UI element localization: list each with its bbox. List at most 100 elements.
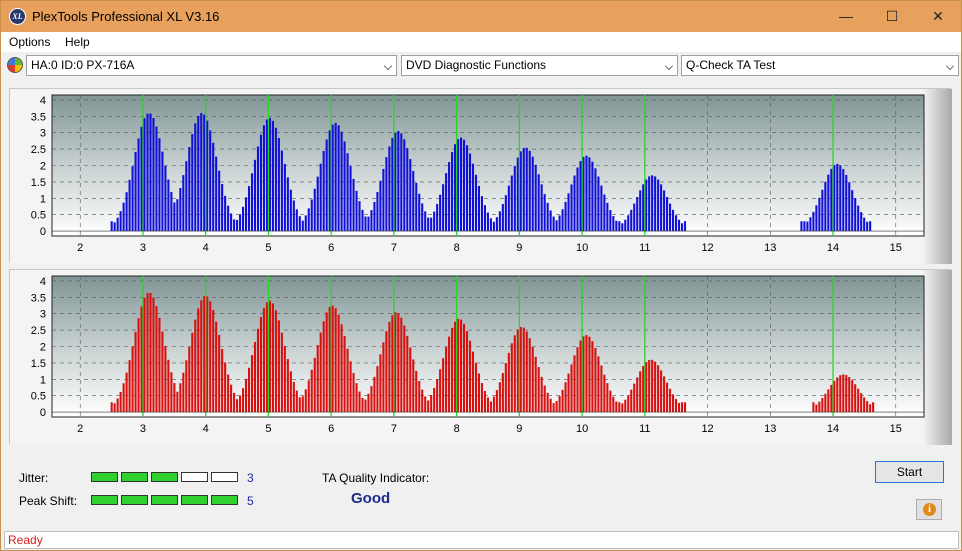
histogram-bar — [642, 366, 645, 413]
histogram-bar — [295, 209, 298, 232]
histogram-bar — [433, 387, 436, 413]
drive-select[interactable]: HA:0 ID:0 PX-716A — [26, 55, 397, 76]
jitter-value: 3 — [247, 471, 254, 485]
histogram-bar — [331, 305, 334, 413]
y-tick-label: 4 — [40, 95, 46, 107]
meter-segment — [91, 495, 118, 505]
histogram-bar — [573, 175, 576, 232]
peakshift-histogram-chart: 4 3.5 3 2.5 2 1.5 1 0.5 0 2 3 4 5 6 7 8 9 10 11 12 13 14 15 — [9, 269, 952, 445]
menu-help[interactable]: Help — [65, 35, 90, 49]
histogram-bar — [483, 205, 486, 232]
histogram-bar — [851, 380, 854, 413]
histogram-bar — [322, 321, 325, 413]
chevron-down-icon — [665, 62, 673, 70]
histogram-bar — [227, 374, 230, 413]
histogram-bar — [633, 203, 636, 232]
histogram-bar — [209, 130, 212, 232]
close-button[interactable]: ✕ — [932, 8, 944, 24]
chart-side-shade — [924, 89, 952, 264]
histogram-bar — [666, 382, 669, 413]
start-button[interactable]: Start — [875, 461, 944, 483]
info-button[interactable]: i — [916, 499, 942, 520]
histogram-bar — [277, 138, 280, 232]
histogram-bar — [576, 347, 579, 413]
x-tick-label: 6 — [328, 423, 334, 435]
histogram-bar — [113, 222, 116, 232]
histogram-bar — [597, 356, 600, 413]
histogram-bar — [250, 173, 254, 232]
histogram-bar — [343, 336, 346, 413]
histogram-bar — [379, 180, 382, 232]
histogram-bar — [510, 343, 513, 413]
histogram-bar — [815, 404, 818, 413]
histogram-bar — [206, 120, 209, 232]
histogram-bar — [585, 155, 588, 232]
histogram-bar — [683, 221, 687, 232]
histogram-bar — [262, 307, 266, 413]
histogram-bar — [191, 134, 194, 232]
histogram-bar — [268, 300, 271, 413]
histogram-bar — [113, 403, 116, 413]
histogram-bar — [203, 114, 206, 232]
minimize-button[interactable]: — — [839, 8, 853, 24]
histogram-bar — [298, 216, 301, 232]
histogram-bar — [603, 194, 606, 232]
histogram-bar — [465, 145, 469, 232]
x-tick-label: 3 — [140, 423, 146, 435]
histogram-bar — [307, 208, 310, 232]
histogram-bar — [612, 216, 615, 232]
histogram-bar — [218, 170, 221, 232]
histogram-bar — [161, 331, 164, 413]
histogram-bar — [227, 205, 230, 232]
x-tick-label: 8 — [454, 242, 460, 254]
histogram-bar — [674, 399, 678, 413]
histogram-bar — [860, 393, 863, 413]
histogram-bar — [451, 327, 454, 413]
x-tick-label: 7 — [391, 242, 397, 254]
histogram-bar — [821, 189, 824, 232]
histogram-bar — [215, 321, 218, 413]
histogram-bar — [609, 210, 612, 232]
histogram-bar — [182, 372, 185, 413]
histogram-bar — [857, 388, 860, 413]
menu-options[interactable]: Options — [9, 35, 51, 49]
histogram-bar — [683, 402, 687, 413]
histogram-bar — [256, 146, 260, 232]
histogram-bar — [182, 175, 185, 232]
test-select[interactable]: Q-Check TA Test — [681, 55, 959, 76]
histogram-bar — [164, 345, 167, 413]
histogram-bar — [164, 165, 167, 232]
function-select[interactable]: DVD Diagnostic Functions — [401, 55, 678, 76]
histogram-bar — [669, 203, 672, 232]
y-tick-label: 2.5 — [31, 325, 46, 337]
histogram-bar — [869, 404, 872, 413]
histogram-bar — [812, 211, 815, 232]
histogram-bar — [307, 380, 310, 413]
histogram-bar — [313, 188, 316, 232]
x-tick-label: 12 — [701, 242, 713, 254]
title-bar[interactable]: XL PlexTools Professional XL V3.16 — ☐ ✕ — [1, 1, 961, 32]
histogram-bar — [854, 198, 857, 232]
histogram-bar — [489, 401, 492, 413]
histogram-bar — [212, 309, 215, 413]
histogram-bar — [185, 161, 188, 232]
histogram-bar — [140, 126, 143, 232]
histogram-bar — [546, 392, 549, 413]
histogram-bar — [645, 362, 648, 413]
histogram-bar — [866, 221, 869, 232]
histogram-bar — [206, 296, 209, 413]
histogram-bar — [636, 377, 639, 413]
drive-icon[interactable] — [7, 57, 23, 73]
histogram-bar — [648, 359, 651, 413]
histogram-bar — [588, 336, 591, 413]
maximize-button[interactable]: ☐ — [885, 8, 899, 24]
histogram-bar — [809, 217, 812, 232]
histogram-bar — [612, 396, 615, 413]
histogram-bar — [361, 397, 364, 413]
y-tick-label: 1 — [40, 374, 46, 386]
histogram-bar — [454, 321, 457, 413]
histogram-bar — [370, 210, 373, 232]
histogram-bar — [352, 373, 355, 413]
histogram-bar — [672, 209, 675, 232]
